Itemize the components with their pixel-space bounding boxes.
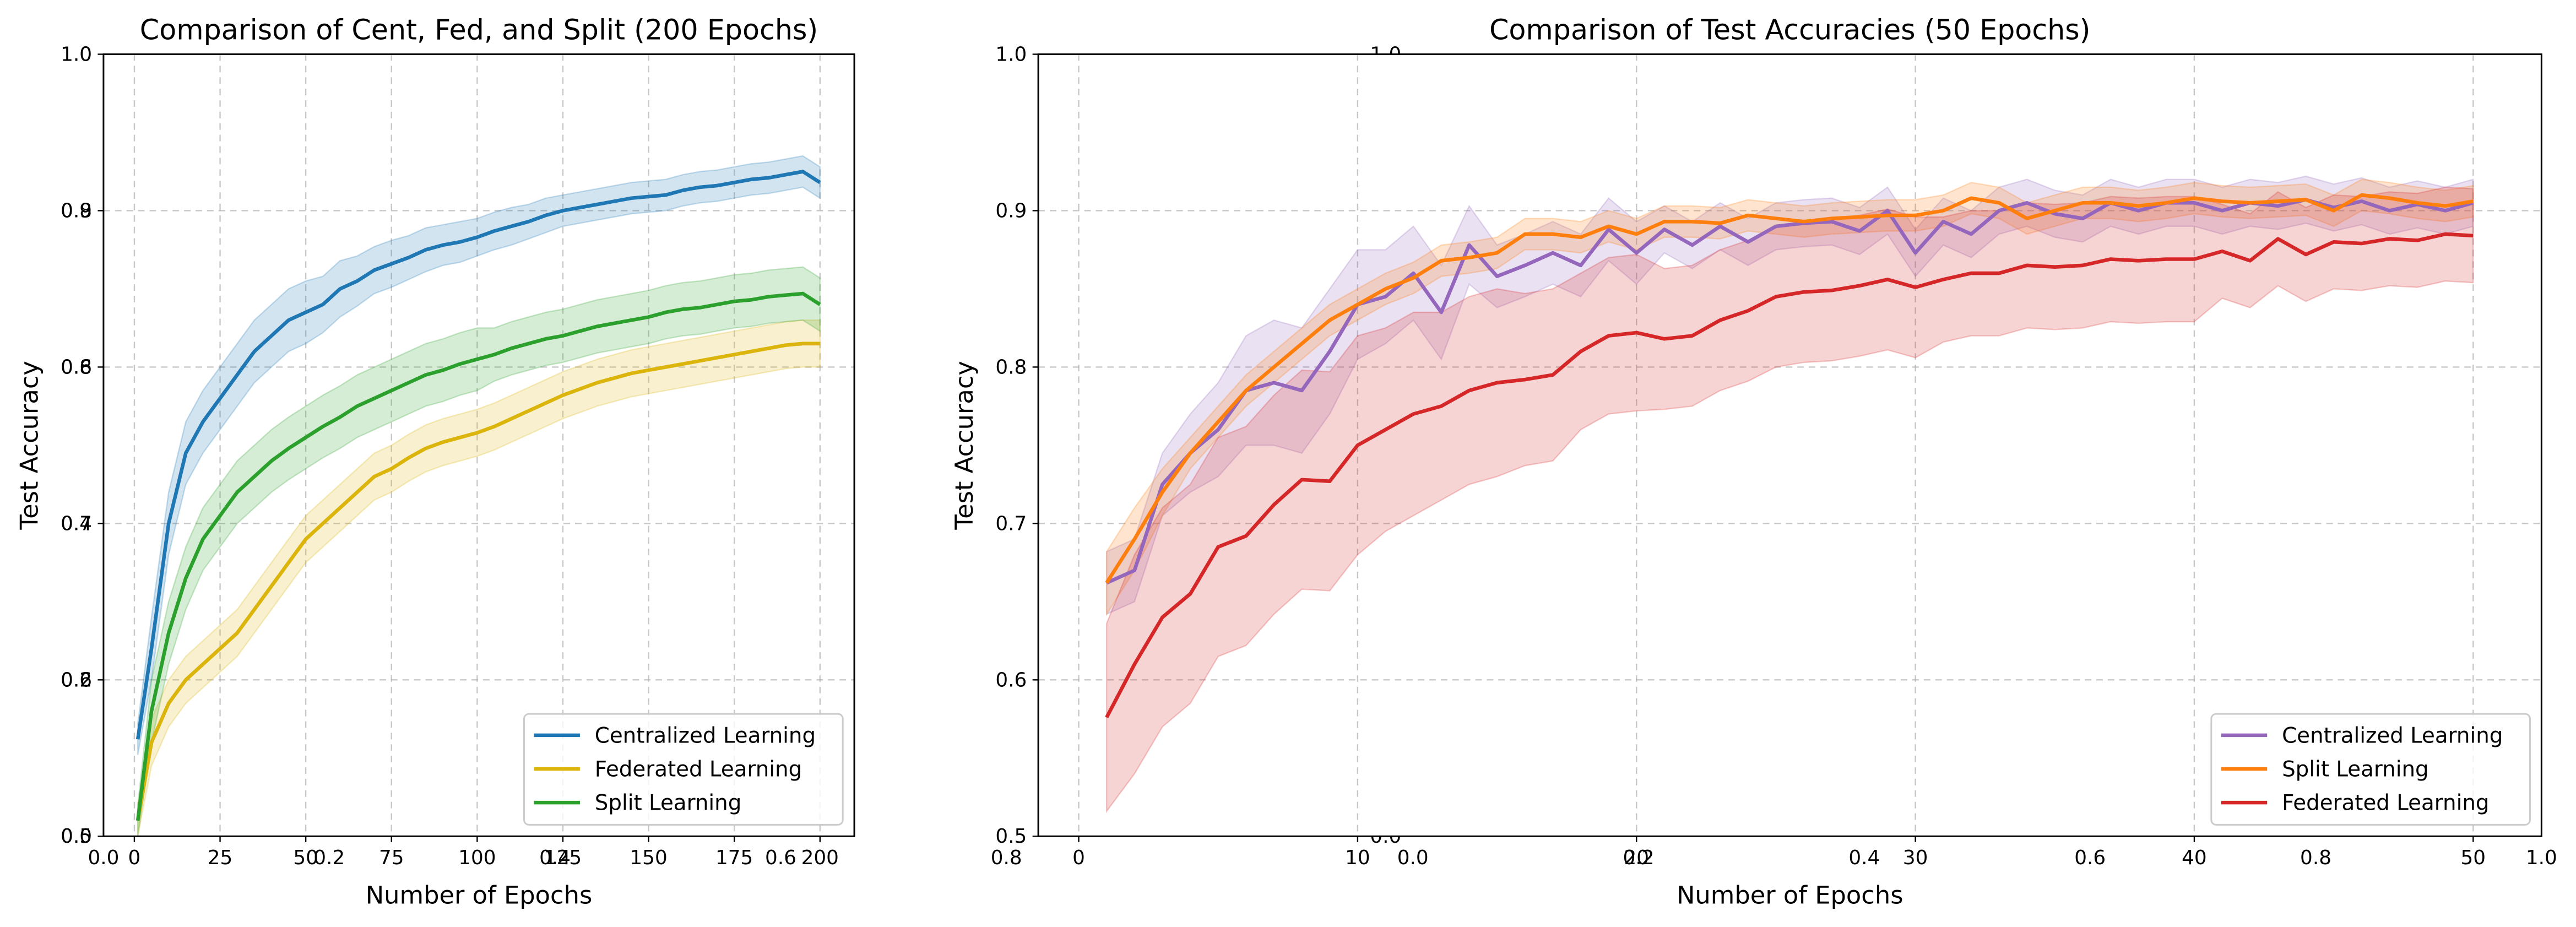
y-axis-label: Test Accuracy xyxy=(950,361,979,530)
error-band xyxy=(1105,175,2474,615)
y-tick-label: 0.8 xyxy=(61,356,92,378)
x-tick-label: 0.4 xyxy=(539,847,571,869)
plot: 0.50.60.70.80.91.00 25 50 75 100 125 150 175 200… xyxy=(15,14,855,910)
line xyxy=(135,341,820,821)
x-tick-label: 0 xyxy=(128,847,141,869)
x-tick-label: 75 xyxy=(379,847,404,869)
x-tick-label: 0.6 xyxy=(2074,847,2106,869)
chart-title: Comparison of Cent, Fed, and Split (200 … xyxy=(140,14,818,46)
legend-label: Federated Learning xyxy=(595,757,802,782)
y-tick-label: 0.6 xyxy=(61,669,92,691)
plot: 0.5 0.6 0.7 0.8 0.9 1.0 0 10 20 30 40 50 Comparison … xyxy=(950,14,2542,910)
legend-label: Split Learning xyxy=(595,791,742,816)
x-tick-label: 175 xyxy=(715,847,753,869)
y-tick-label: 0.6 xyxy=(61,356,92,378)
y-tick-label: 0.9 xyxy=(995,199,1027,222)
x-axis-label: Number of Epochs xyxy=(1677,881,1903,910)
error-band xyxy=(1105,178,2474,617)
legend: Centralized Learning Split Learning Federa… xyxy=(2210,713,2531,826)
legend-frame xyxy=(523,713,844,826)
line xyxy=(1105,193,2474,584)
chart-title: Comparison of Test Accuracies (50 Epochs… xyxy=(1489,14,2090,46)
plot-area xyxy=(1038,54,2542,837)
x-tick-label: 150 xyxy=(630,847,667,869)
y-tick-label: 0.2 xyxy=(61,669,92,691)
error-band xyxy=(1105,186,2474,814)
x-tick-label: 200 xyxy=(801,847,839,869)
background-axes: 0.00.20.40.60.81.00.0 0.2 0.4 0.6 0.8 xyxy=(61,43,1022,869)
line xyxy=(1105,232,2474,719)
x-tick-label: 0.6 xyxy=(765,847,796,869)
legend-frame xyxy=(2210,713,2531,826)
y-axis-label: Test Accuracy xyxy=(15,361,44,530)
error-band xyxy=(137,266,821,837)
legend-label: Centralized Learning xyxy=(2282,723,2503,748)
y-tick-label: 1.0 xyxy=(995,43,1027,66)
x-tick-label: 30 xyxy=(1903,847,1928,869)
x-tick-label: 0.0 xyxy=(88,847,119,869)
line xyxy=(135,170,821,740)
y-tick-label: 0.8 xyxy=(995,356,1027,378)
y-tick-label: 1.0 xyxy=(61,43,92,66)
x-tick-label: 0.2 xyxy=(1623,847,1655,869)
y-tick-label: 0.5 xyxy=(995,825,1027,848)
x-tick-label: 0.8 xyxy=(2300,847,2331,869)
x-tick-label: 100 xyxy=(458,847,496,869)
x-tick-label: 125 xyxy=(544,847,582,869)
y-tick-label: 0.8 xyxy=(61,199,92,222)
y-tick-label: 0.7 xyxy=(995,512,1027,535)
legend-label: Centralized Learning xyxy=(595,723,816,748)
x-tick-label: 1.0 xyxy=(2526,847,2557,869)
x-tick-label: 0 xyxy=(1072,847,1085,869)
line xyxy=(135,291,821,821)
y-tick-label: 0.4 xyxy=(61,512,92,535)
axes-frame xyxy=(1037,53,2542,837)
legend-label: Federated Learning xyxy=(2282,791,2489,816)
x-tick-label: 50 xyxy=(2461,847,2486,869)
x-tick-label: 50 xyxy=(293,847,318,869)
axes-frame xyxy=(102,53,855,837)
error-band xyxy=(137,319,821,837)
y-tick-label: 1.0 xyxy=(61,43,92,66)
x-tick-label: 25 xyxy=(208,847,233,869)
x-tick-label: 0.8 xyxy=(991,847,1022,869)
x-tick-label: 10 xyxy=(1345,847,1370,869)
x-tick-label: 20 xyxy=(1624,847,1649,869)
legend: Centralized Learning Federated Learning Sp… xyxy=(523,713,844,826)
x-tick-label: 40 xyxy=(2182,847,2207,869)
y-tick-label: 0.6 xyxy=(995,669,1027,691)
x-axis-label: Number of Epochs xyxy=(366,881,593,910)
error-band xyxy=(137,155,821,755)
y-tick-label: 0.7 xyxy=(61,512,92,535)
legend-label: Split Learning xyxy=(2282,757,2429,782)
y-tick-label: 0.0 xyxy=(61,825,92,848)
y-tick-label: 0.9 xyxy=(61,199,92,222)
x-tick-label: 0.4 xyxy=(1848,847,1880,869)
y-tick-label: 0.5 xyxy=(61,825,92,848)
x-tick-label: 0.0 xyxy=(1397,847,1429,869)
x-tick-label: 0.2 xyxy=(313,847,345,869)
